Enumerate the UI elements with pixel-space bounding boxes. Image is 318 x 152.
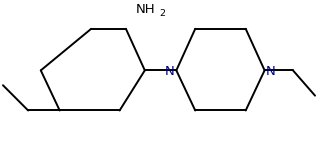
Text: N: N [266,65,276,78]
Text: N: N [165,65,175,78]
Text: 2: 2 [159,9,165,18]
Text: NH: NH [135,3,155,16]
